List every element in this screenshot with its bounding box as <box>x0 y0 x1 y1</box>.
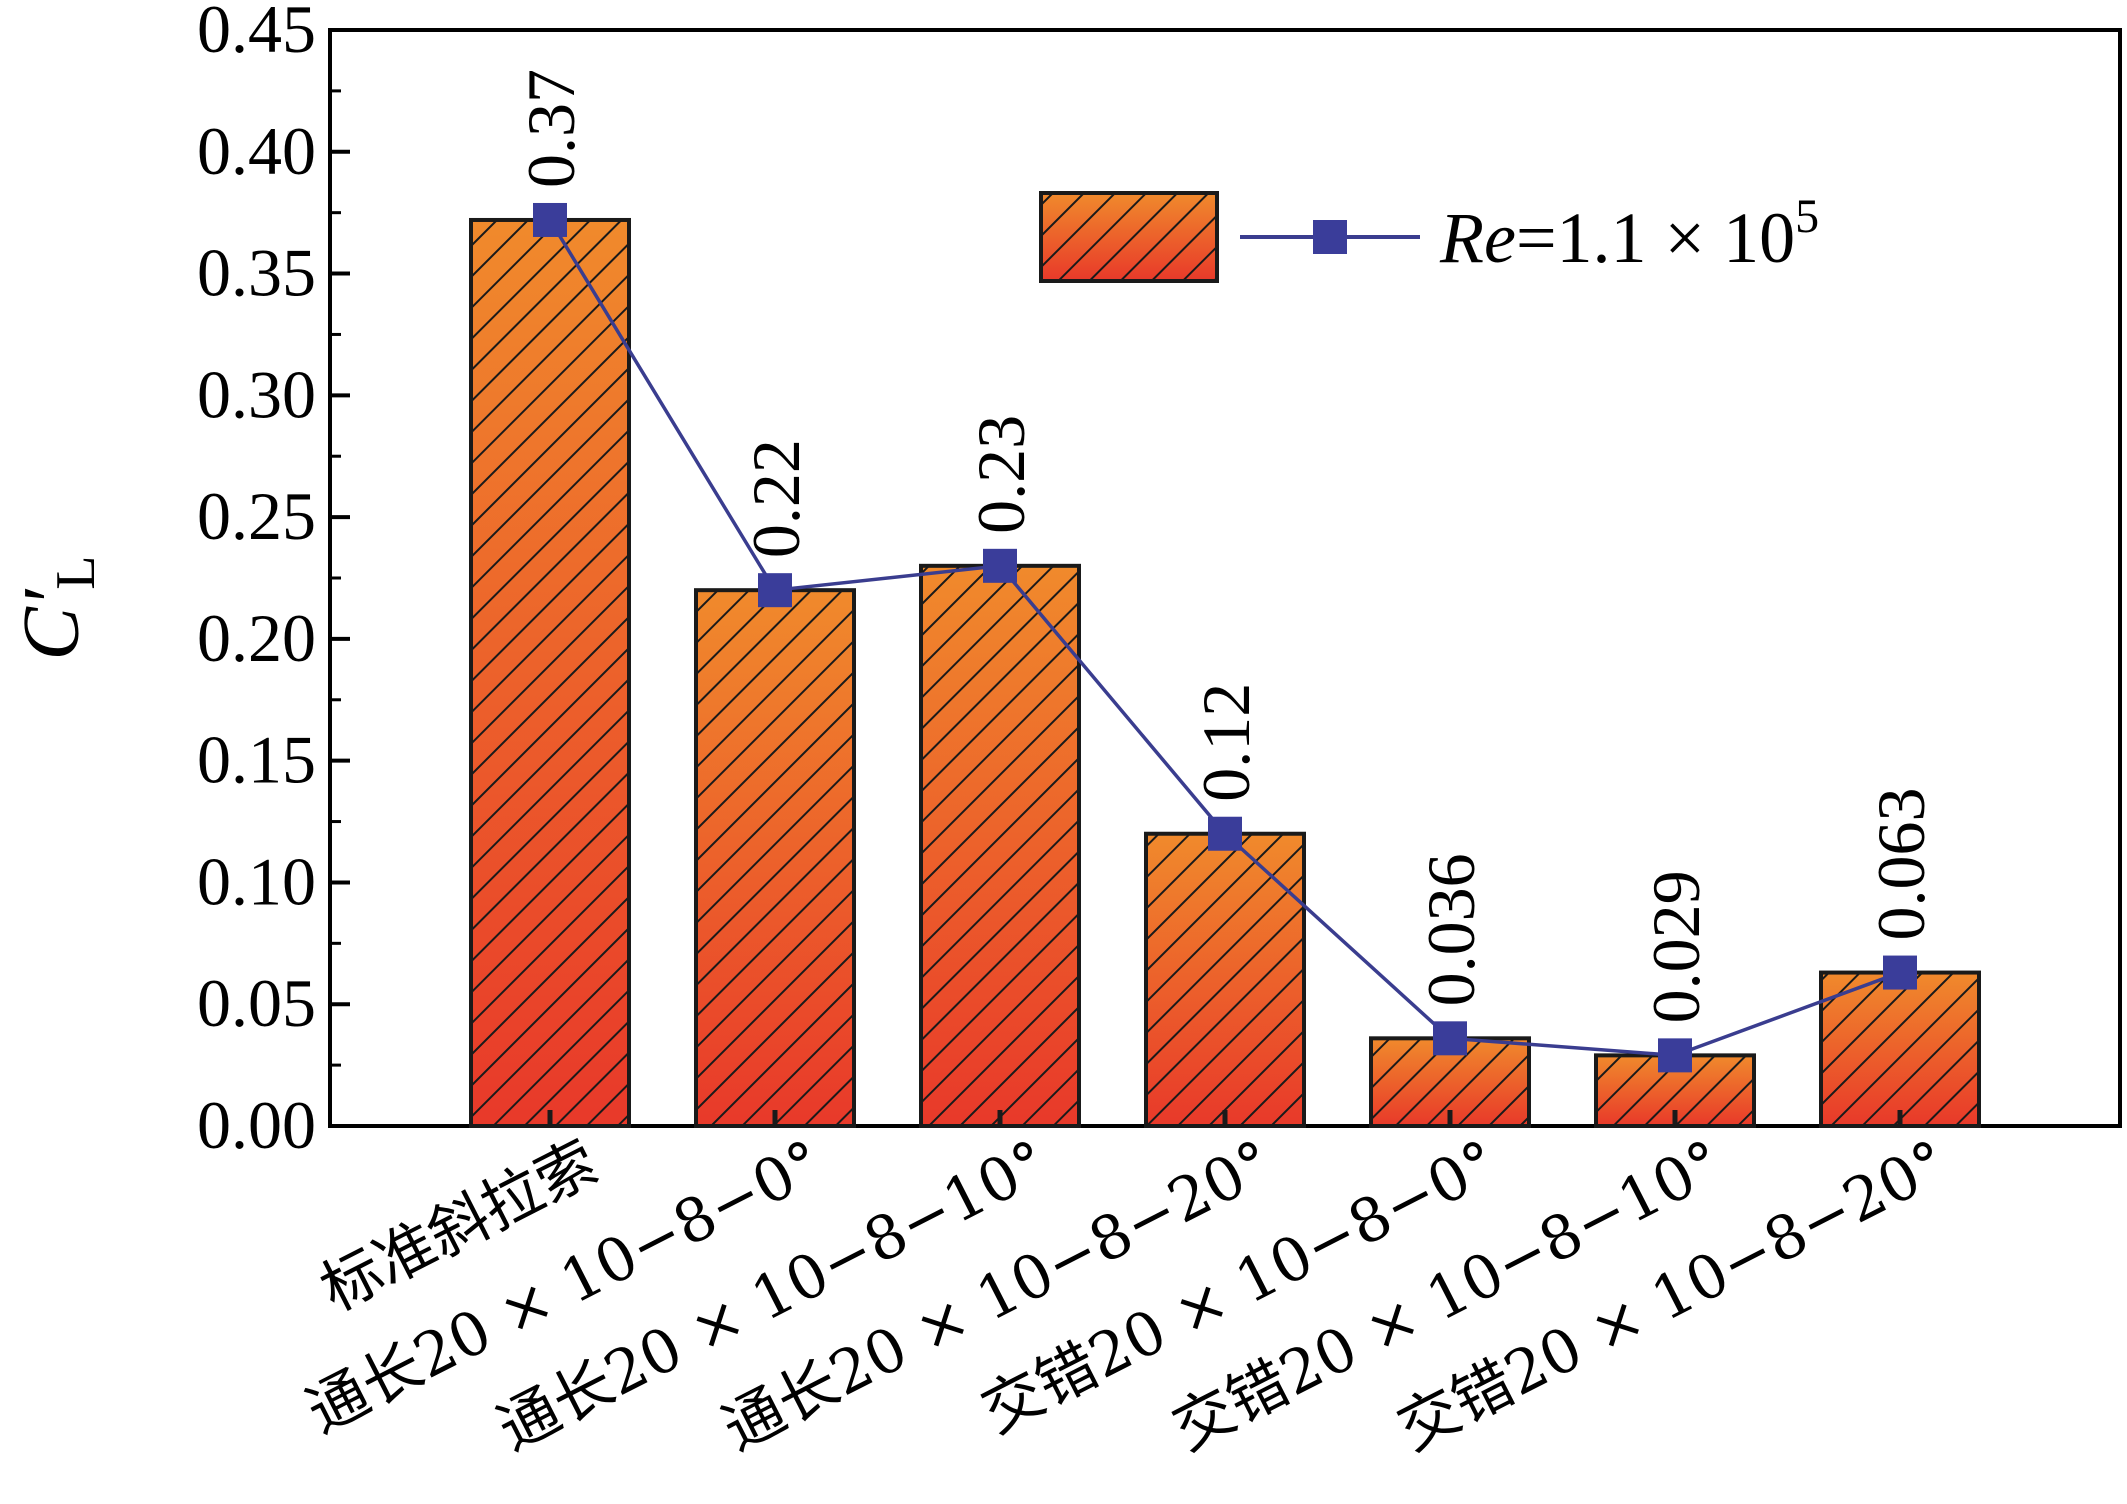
legend-label: Re=1.1 × 105 <box>1439 190 1819 278</box>
bar-hatch <box>919 563 1081 1128</box>
legend-marker-swatch <box>1313 220 1347 254</box>
data-label: 0.22 <box>738 439 814 558</box>
markers <box>533 202 1917 1073</box>
data-labels: 0.37 0.22 0.23 0.12 0.036 0.029 0.063 <box>513 69 1939 1023</box>
data-label: 0.37 <box>513 69 589 188</box>
data-label: 0.029 <box>1638 870 1714 1023</box>
y-tick-label: 0.05 <box>197 965 316 1041</box>
legend-exponent: 5 <box>1795 190 1819 243</box>
data-label: 0.12 <box>1188 683 1264 802</box>
y-tick-label: 0.30 <box>197 356 316 432</box>
data-label: 0.23 <box>963 415 1039 534</box>
data-point <box>1433 1021 1467 1056</box>
data-label: 0.063 <box>1863 788 1939 941</box>
bar-hatch <box>694 588 856 1128</box>
bars <box>469 217 1981 1129</box>
y-tick-label: 0.15 <box>197 722 316 798</box>
y-tick-label: 0.45 <box>197 0 316 67</box>
data-point <box>1883 955 1917 990</box>
bar-hatch <box>1144 831 1306 1128</box>
data-label: 0.036 <box>1413 853 1489 1006</box>
y-axis-title: C′L <box>8 555 107 660</box>
y-tick-label: 0.00 <box>197 1087 316 1163</box>
y-tick-label: 0.40 <box>197 113 316 189</box>
y-tick-label: 0.35 <box>197 235 316 311</box>
y-tick-label: 0.10 <box>197 843 316 919</box>
data-point <box>983 548 1017 583</box>
bar-hatch <box>1819 970 1981 1128</box>
data-point <box>533 202 567 237</box>
bar-hatch <box>469 217 631 1128</box>
y-axis: 0.00 0.05 0.10 0.15 0.20 0.25 0.30 0.35 0.40 0.45 <box>197 0 350 1163</box>
data-point <box>758 573 792 608</box>
legend: Re=1.1 × 105 <box>1039 190 1819 283</box>
y-tick-label: 0.20 <box>197 600 316 676</box>
y-axis-title-main: C′L <box>8 555 107 660</box>
y-axis-title-sub: L <box>45 555 107 589</box>
data-point <box>1658 1038 1692 1073</box>
y-tick-label: 0.25 <box>197 478 316 554</box>
data-point <box>1208 816 1242 851</box>
